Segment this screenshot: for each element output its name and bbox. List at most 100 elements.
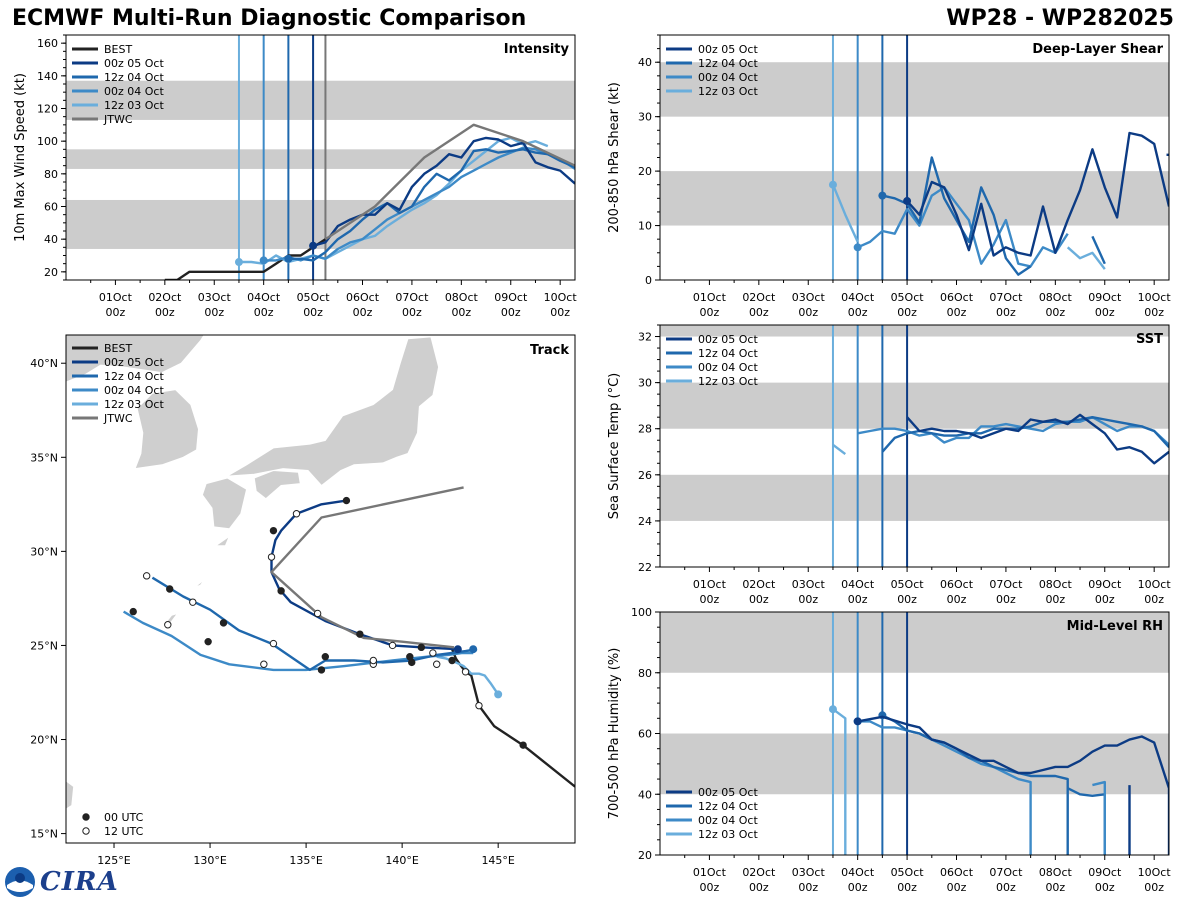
x-tick-label: 07Oct bbox=[989, 866, 1023, 879]
y-tick-label: 40 bbox=[44, 233, 58, 246]
x-tick-label: 00z bbox=[155, 306, 175, 319]
shaded-band bbox=[66, 80, 575, 120]
y-tick-label: 20 bbox=[638, 165, 652, 178]
philippines-land bbox=[66, 780, 75, 810]
series-line bbox=[1091, 235, 1106, 265]
utc-legend-marker bbox=[82, 827, 90, 835]
series-line bbox=[312, 136, 575, 247]
track-time-marker bbox=[317, 666, 326, 674]
lon-tick-label: 135°E bbox=[289, 854, 322, 867]
legend-label: 12z 04 Oct bbox=[698, 57, 758, 70]
x-tick-label: 00z bbox=[1095, 593, 1115, 606]
series-line bbox=[857, 720, 1032, 855]
track-time-marker bbox=[260, 660, 268, 668]
x-tick-label: 00z bbox=[1045, 306, 1065, 319]
legend-label: 00z 05 Oct bbox=[698, 333, 758, 346]
utc-legend-label: 00 UTC bbox=[104, 811, 144, 824]
track-time-marker bbox=[269, 526, 278, 535]
panel-title: SST bbox=[1136, 332, 1163, 347]
x-tick-label: 00z bbox=[204, 306, 224, 319]
plot-area bbox=[660, 612, 1169, 855]
y-tick-label: 22 bbox=[638, 561, 652, 574]
x-tick-label: 04Oct bbox=[841, 866, 875, 879]
legend-label: 12z 03 Oct bbox=[698, 375, 758, 388]
legend-label: BEST bbox=[104, 43, 132, 56]
y-tick-label: 80 bbox=[44, 168, 58, 181]
y-tick-label: 32 bbox=[638, 331, 652, 344]
series-line bbox=[906, 131, 1169, 257]
x-tick-label: 03Oct bbox=[792, 291, 826, 304]
series-start-marker bbox=[259, 256, 268, 265]
x-tick-label: 04Oct bbox=[841, 578, 875, 591]
y-axis-label: 200-850 hPa Shear (kt) bbox=[607, 82, 622, 233]
shaded-band bbox=[66, 199, 575, 249]
track-line bbox=[270, 486, 464, 649]
storm-id: WP28 - WP282025 bbox=[946, 6, 1174, 31]
utc-legend-marker bbox=[82, 813, 90, 821]
track-time-marker bbox=[321, 653, 330, 661]
x-tick-label: 00z bbox=[996, 593, 1016, 606]
track-time-marker bbox=[406, 653, 414, 661]
track-time-marker bbox=[292, 510, 301, 518]
x-tick-label: 00z bbox=[1144, 593, 1164, 606]
x-tick-label: 05Oct bbox=[891, 291, 925, 304]
x-tick-label: 00z bbox=[798, 593, 818, 606]
x-tick-label: 00z bbox=[1045, 593, 1065, 606]
track-time-marker bbox=[269, 639, 278, 648]
track-time-marker bbox=[356, 630, 364, 638]
x-tick-label: 00z bbox=[749, 593, 769, 606]
x-tick-label: 00z bbox=[897, 306, 917, 319]
track-time-marker bbox=[519, 741, 527, 749]
y-tick-label: 60 bbox=[638, 728, 652, 741]
lat-tick-label: 25°N bbox=[30, 639, 58, 652]
x-tick-label: 02Oct bbox=[148, 291, 182, 304]
amami-island bbox=[194, 579, 205, 588]
x-tick-label: 00z bbox=[798, 881, 818, 894]
track-line bbox=[450, 648, 575, 788]
x-tick-label: 00z bbox=[303, 306, 323, 319]
x-tick-label: 00z bbox=[947, 881, 967, 894]
legend-label: 12z 03 Oct bbox=[104, 99, 164, 112]
x-tick-label: 00z bbox=[451, 306, 471, 319]
series-start-marker bbox=[903, 197, 912, 206]
x-tick-label: 01Oct bbox=[693, 578, 727, 591]
track-time-marker bbox=[267, 553, 276, 561]
shaded-band bbox=[660, 733, 1169, 795]
plot-area bbox=[660, 325, 1169, 567]
track-time-marker bbox=[388, 641, 397, 650]
x-tick-label: 00z bbox=[254, 306, 274, 319]
track-start-marker bbox=[453, 645, 462, 654]
y-tick-label: 30 bbox=[638, 377, 652, 390]
x-tick-label: 00z bbox=[1045, 881, 1065, 894]
legend-label: 00z 05 Oct bbox=[104, 356, 164, 369]
track-time-marker bbox=[204, 637, 212, 646]
y-tick-label: 160 bbox=[37, 37, 58, 50]
y-tick-label: 20 bbox=[638, 849, 652, 862]
x-tick-label: 02Oct bbox=[742, 578, 776, 591]
x-tick-label: 00z bbox=[501, 306, 521, 319]
x-tick-label: 00z bbox=[996, 306, 1016, 319]
x-tick-label: 01Oct bbox=[693, 866, 727, 879]
x-tick-label: 10Oct bbox=[1138, 866, 1172, 879]
legend-label: 00z 04 Oct bbox=[698, 814, 758, 827]
legend-label: 12z 04 Oct bbox=[104, 71, 164, 84]
x-tick-label: 00z bbox=[106, 306, 126, 319]
y-tick-label: 26 bbox=[638, 469, 652, 482]
x-tick-label: 00z bbox=[700, 593, 720, 606]
cira-logo: CIRA bbox=[4, 866, 119, 898]
x-tick-label: 09Oct bbox=[494, 291, 528, 304]
track-time-marker bbox=[475, 701, 483, 710]
track-line bbox=[122, 610, 474, 672]
series-line bbox=[1092, 780, 1107, 855]
series-line bbox=[288, 148, 575, 262]
x-tick-label: 03Oct bbox=[792, 866, 826, 879]
x-tick-label: 00z bbox=[848, 306, 868, 319]
track-line bbox=[436, 655, 500, 696]
lat-tick-label: 20°N bbox=[30, 734, 58, 747]
lon-tick-label: 145°E bbox=[481, 854, 514, 867]
shaded-band bbox=[660, 612, 1169, 673]
legend-label: 12z 03 Oct bbox=[104, 398, 164, 411]
